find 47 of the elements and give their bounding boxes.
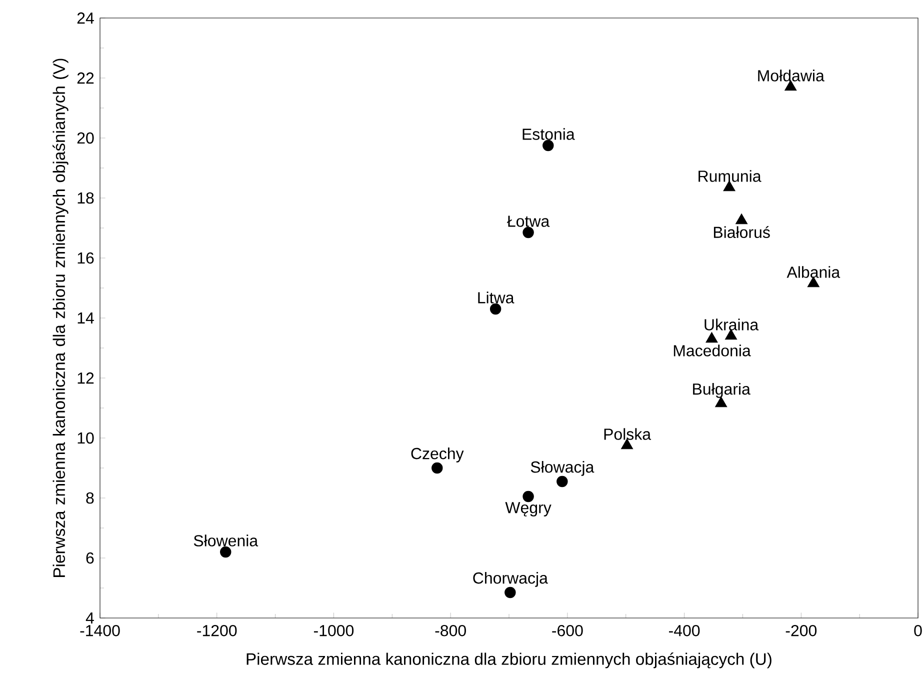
y-axis-title: Pierwsza zmienna kanoniczna dla zbioru zmiennych objaśnianych (V) <box>52 58 68 577</box>
point <box>490 303 502 315</box>
annotation: Litwa <box>478 292 514 304</box>
point <box>706 332 718 343</box>
point <box>504 586 516 598</box>
annotation: Rumunia <box>698 170 762 182</box>
x-tick-label: -400 <box>668 624 700 636</box>
y-tick-label: 18 <box>78 192 94 204</box>
annotation: Bułgaria <box>693 382 750 398</box>
y-tick-label: 14 <box>78 312 94 324</box>
x-tick-label: 0 <box>914 624 922 636</box>
y-tick-label: 6 <box>86 552 94 564</box>
point <box>522 490 534 502</box>
annotation: Macedonia <box>674 344 751 356</box>
y-tick-label: 24 <box>77 12 94 24</box>
annotation: Białoruś <box>714 226 770 238</box>
x-tick-label: -200 <box>786 624 817 636</box>
y-tick-label: 20 <box>77 132 94 144</box>
x-tick-label: -800 <box>435 624 466 636</box>
annotation: Węgry <box>505 502 552 516</box>
annotation: Albania <box>786 266 840 278</box>
y-tick-label: 22 <box>77 72 94 84</box>
point <box>556 476 568 488</box>
y-tick-label: 4 <box>86 612 94 624</box>
annotation: Słowenia <box>194 534 258 546</box>
x-tick-label: -1200 <box>197 624 237 636</box>
x-tick-label: -600 <box>552 624 583 636</box>
point <box>220 546 232 558</box>
annotation: Czechy <box>411 447 464 462</box>
y-tick-label: 16 <box>78 252 94 264</box>
annotation: Słowacja <box>530 460 594 476</box>
point <box>522 226 534 238</box>
annotation: Chorwacja <box>473 572 548 587</box>
point <box>736 214 748 224</box>
annotation: Łotwa <box>507 216 550 227</box>
y-tick-label: 12 <box>78 372 94 384</box>
x-axis-title: Pierwsza zmienna kanoniczna dla zbioru zmiennych objaśniających (U) <box>246 652 772 668</box>
annotation: Ukraina <box>704 318 759 330</box>
annotation: Polska <box>604 428 652 440</box>
y-tick-label: 8 <box>86 492 94 504</box>
y-tick-label: 10 <box>78 432 94 444</box>
x-tick-label: -1400 <box>80 624 120 636</box>
point <box>432 462 443 474</box>
annotation: Estonia <box>522 128 575 140</box>
x-tick-label: -1000 <box>314 624 354 636</box>
point <box>542 140 554 152</box>
annotation: Mołdawia <box>758 70 824 82</box>
